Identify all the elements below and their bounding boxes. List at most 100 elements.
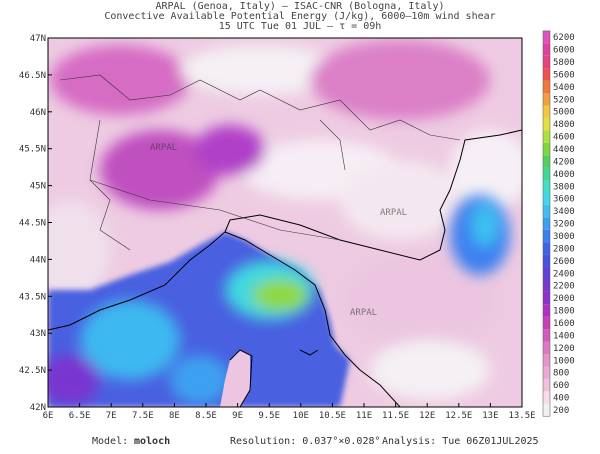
colorbar-segment (543, 316, 550, 330)
colorbar-label: 3600 (553, 195, 575, 205)
colorbar-label: 5600 (553, 70, 575, 80)
colorbar-segment (543, 93, 550, 106)
colorbar-label: 1600 (553, 319, 575, 329)
colorbar-segment (543, 142, 550, 156)
lon-tick-label: 9E (232, 411, 243, 421)
colorbar: 200 400 600 800 1000 1200 1400 1600 1800 2000 2200… (542, 30, 575, 417)
header-line: ARPAL (Genoa, Italy) – ISAC-CNR (Bologna… (156, 1, 445, 12)
lon-tick-label: 8E (169, 411, 180, 421)
colorbar-segment (543, 291, 550, 305)
colorbar-label: 800 (553, 369, 569, 379)
lat-tick-label: 42N (30, 403, 46, 413)
colorbar-label: 2200 (553, 282, 575, 292)
colorbar-label: 4400 (553, 145, 575, 155)
borders (59, 74, 461, 251)
colorbar-label: 5400 (553, 83, 575, 93)
analysis: Analysis: Tue 06Z01JUL2025 (382, 436, 539, 447)
colorbar-label: 400 (553, 394, 569, 404)
colorbar-segment (543, 167, 550, 181)
colorbar-label: 1000 (553, 356, 575, 366)
lon-tick-label: 11E (356, 411, 372, 421)
resolution: Resolution: 0.037°×0.028° (230, 436, 381, 447)
lon-tick-label: 13.5E (508, 411, 535, 421)
colorbar-segment (543, 378, 550, 392)
lat-tick-label: 45.5N (19, 145, 46, 155)
colorbar-label: 4000 (553, 170, 575, 180)
colorbar-segment (543, 403, 550, 417)
colorbar-label: 5200 (553, 95, 575, 105)
colorbar-label: 6200 (553, 33, 575, 43)
model-name: moloch (134, 436, 170, 447)
colorbar-segment (543, 117, 550, 131)
lat-tick-label: 46.5N (19, 71, 46, 81)
colorbar-segment (543, 391, 550, 404)
lon-tick-label: 7.5E (132, 411, 154, 421)
colorbar-segment (543, 217, 550, 230)
lat-tick-label: 47N (30, 34, 46, 44)
colorbar-label: 200 (553, 406, 569, 416)
watermark: ARPAL (350, 308, 377, 318)
colorbar-label: 6000 (553, 46, 575, 56)
watermark: ARPAL (380, 208, 407, 218)
colorbar-label: 3200 (553, 220, 575, 230)
colorbar-segment (543, 30, 550, 44)
colorbar-label: 4800 (553, 120, 575, 130)
colorbar-segment (543, 329, 550, 342)
colorbar-segment (543, 354, 550, 367)
lat-tick-label: 43N (30, 329, 46, 339)
watermark: ARPAL (150, 143, 177, 153)
lat-tick-label: 43.5N (19, 292, 46, 302)
colorbar-label: 2600 (553, 257, 575, 267)
model-label: Model: (92, 436, 128, 447)
colorbar-segment (543, 366, 550, 379)
header-line: Convective Available Potential Energy (J… (104, 11, 495, 22)
header-line: 15 UTC Tue 01 JUL – τ = 09h (219, 21, 382, 32)
lat-tick-label: 42.5N (19, 366, 46, 376)
colorbar-segment (543, 267, 550, 280)
colorbar-segment (543, 130, 550, 143)
lat-tick-label: 44.5N (19, 219, 46, 229)
colorbar-segment (543, 242, 550, 255)
colorbar-segment (543, 304, 550, 317)
colorbar-segment (543, 254, 550, 268)
lon-tick-label: 6.5E (69, 411, 91, 421)
lon-tick-label: 13E (482, 411, 498, 421)
lat-tick-label: 45N (30, 182, 46, 192)
colorbar-segment (543, 43, 550, 56)
colorbar-label: 1400 (553, 331, 575, 341)
colorbar-segment (543, 155, 550, 168)
colorbar-label: 3400 (553, 207, 575, 217)
coastlines (48, 129, 522, 407)
colorbar-label: 2400 (553, 269, 575, 279)
lon-tick-label: 10.5E (319, 411, 346, 421)
colorbar-label: 1200 (553, 344, 575, 354)
tick-labels: 47N 46.5N 46N 45.5N 45N 44.5N 44N 43.5N 43N 42.5N… (19, 34, 536, 421)
colorbar-label: 3000 (553, 232, 575, 242)
lon-tick-label: 7E (106, 411, 117, 421)
colorbar-label: 2800 (553, 244, 575, 254)
colorbar-segment (543, 80, 550, 94)
lon-tick-label: 11.5E (382, 411, 409, 421)
colorbar-segment (543, 341, 550, 355)
lat-tick-label: 44N (30, 255, 46, 265)
colorbar-segment (543, 279, 550, 292)
colorbar-segment (543, 229, 550, 243)
colorbar-label: 5000 (553, 108, 575, 118)
colorbar-label: 1800 (553, 307, 575, 317)
colorbar-label: 5800 (553, 58, 575, 68)
map-field: ARPAL ARPAL ARPAL (48, 38, 522, 407)
colorbar-segment (543, 192, 550, 205)
colorbar-label: 4600 (553, 133, 575, 143)
lon-tick-label: 9.5E (258, 411, 280, 421)
colorbar-segment (543, 68, 550, 81)
lon-tick-label: 12.5E (445, 411, 472, 421)
lon-tick-label: 6E (43, 411, 54, 421)
colorbar-frame (542, 30, 551, 417)
colorbar-segment (543, 105, 550, 118)
colorbar-label: 600 (553, 381, 569, 391)
colorbar-segment (543, 55, 550, 69)
lat-tick-label: 46N (30, 108, 46, 118)
colorbar-label: 3800 (553, 182, 575, 192)
colorbar-segment (543, 204, 550, 218)
